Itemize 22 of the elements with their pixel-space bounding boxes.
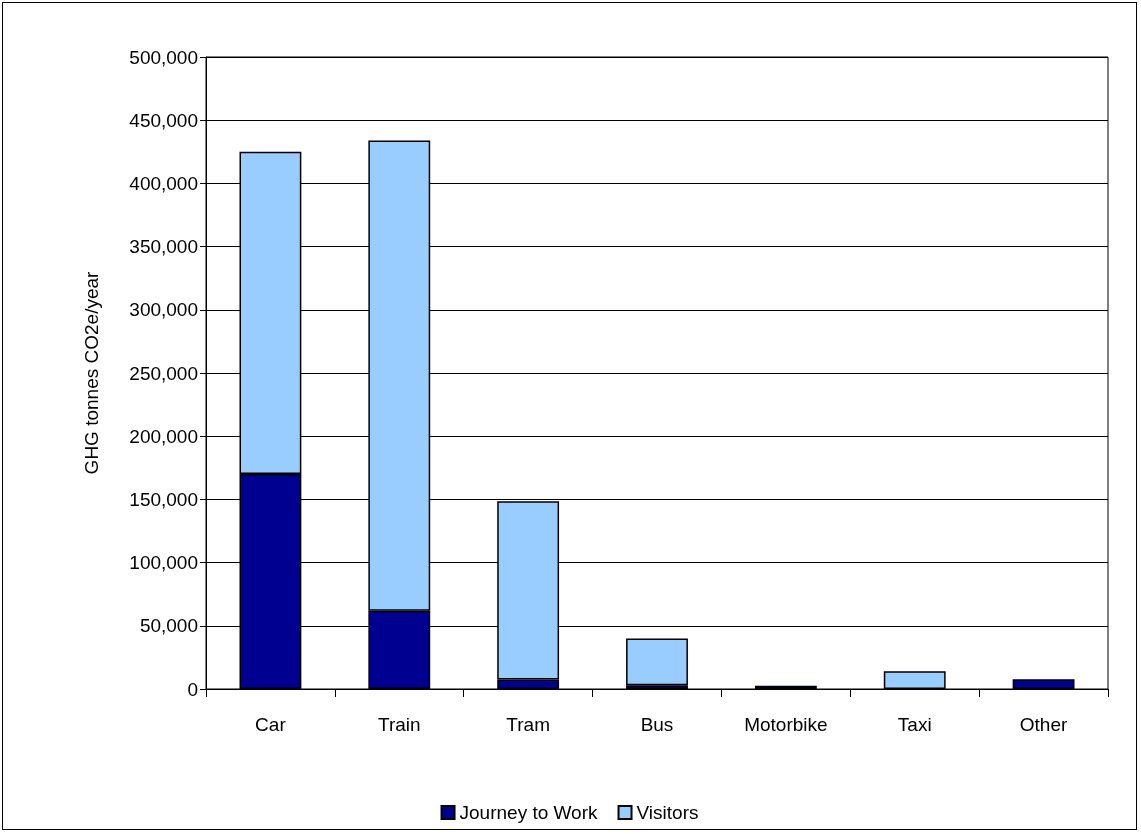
x-tick-label: Car bbox=[255, 714, 287, 735]
legend-label: Journey to Work bbox=[459, 802, 599, 823]
y-tick-label: 200,000 bbox=[129, 425, 198, 447]
y-tick-label: 50,000 bbox=[139, 615, 198, 637]
y-tick-label: 300,000 bbox=[129, 299, 198, 321]
x-tick-label: Motorbike bbox=[744, 714, 828, 735]
bar bbox=[626, 638, 688, 686]
x-tick-label: Taxi bbox=[897, 714, 932, 735]
y-tick-label: 450,000 bbox=[129, 109, 198, 131]
y-axis-title: GHG tonnes CO2e/year bbox=[81, 270, 102, 475]
y-tick-label: 250,000 bbox=[129, 362, 198, 384]
x-tick-label: Tram bbox=[506, 714, 550, 735]
x-tick-label: Other bbox=[1019, 714, 1068, 735]
x-tick-label: Bus bbox=[640, 714, 674, 735]
y-tick-label: 0 bbox=[187, 678, 198, 700]
x-tick-label: Train bbox=[377, 714, 421, 735]
y-tick-label: 100,000 bbox=[129, 552, 198, 574]
y-tick-label: 400,000 bbox=[129, 172, 198, 194]
y-tick-label: 350,000 bbox=[129, 236, 198, 258]
legend-label: Visitors bbox=[636, 802, 699, 823]
y-tick-label: 500,000 bbox=[129, 46, 198, 68]
y-tick-label: 150,000 bbox=[129, 488, 198, 510]
